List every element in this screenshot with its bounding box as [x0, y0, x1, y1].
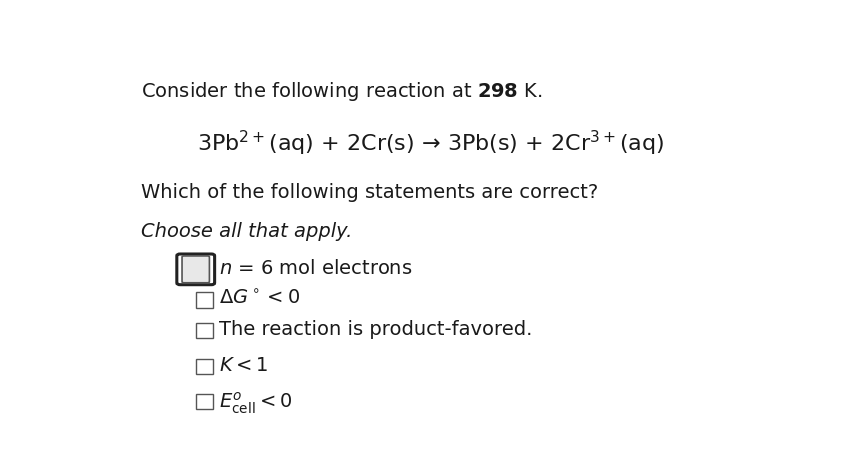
Text: $E^o_{\mathrm{cell}} < 0$: $E^o_{\mathrm{cell}} < 0$ [220, 390, 293, 416]
Text: 3Pb$^{2+}$(aq) + 2Cr(s) → 3Pb(s) + 2Cr$^{3+}$(aq): 3Pb$^{2+}$(aq) + 2Cr(s) → 3Pb(s) + 2Cr$^… [198, 129, 664, 158]
FancyBboxPatch shape [177, 254, 214, 285]
Text: Choose all that apply.: Choose all that apply. [141, 222, 352, 242]
FancyBboxPatch shape [196, 293, 213, 308]
Text: Consider the following reaction at $\mathbf{298}$ K.: Consider the following reaction at $\mat… [141, 80, 542, 103]
FancyBboxPatch shape [196, 323, 213, 338]
Text: $K < 1$: $K < 1$ [220, 356, 268, 375]
Text: Which of the following statements are correct?: Which of the following statements are co… [141, 183, 598, 202]
FancyBboxPatch shape [196, 359, 213, 374]
FancyBboxPatch shape [196, 393, 213, 409]
Text: $n$ = 6 mol electrons: $n$ = 6 mol electrons [220, 258, 413, 278]
Text: $\Delta G^\circ < 0$: $\Delta G^\circ < 0$ [220, 289, 300, 309]
FancyBboxPatch shape [182, 256, 209, 283]
Text: The reaction is product-favored.: The reaction is product-favored. [220, 320, 532, 339]
